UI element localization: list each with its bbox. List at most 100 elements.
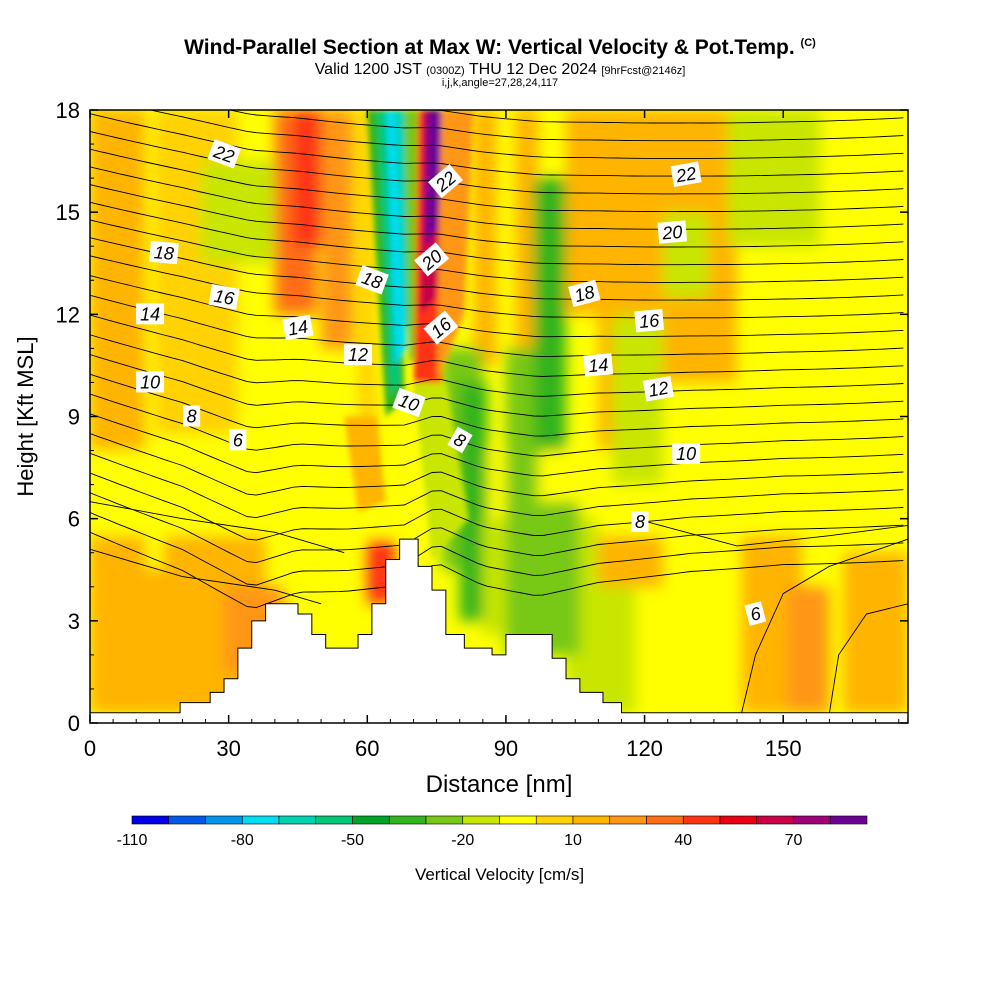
isentrope-line xyxy=(90,433,904,497)
isentrope-label: 8 xyxy=(183,405,201,427)
isentrope-label: 6 xyxy=(744,601,767,626)
valid-utc: (0300Z) xyxy=(426,65,465,77)
colorbar-tick-label: -110 xyxy=(117,832,148,849)
colorbar-swatch xyxy=(241,815,280,825)
x-tick-label: 150 xyxy=(765,736,802,761)
isentrope-line xyxy=(90,334,904,397)
title-text: Wind-Parallel Section at Max W: Vertical… xyxy=(184,36,795,59)
isentrope-line xyxy=(90,275,904,338)
isentrope-label: 10 xyxy=(136,371,165,393)
isentrope-label-text: 12 xyxy=(348,345,368,365)
isentrope-label: 18 xyxy=(355,265,389,295)
colorbar-swatch xyxy=(168,815,206,825)
isentrope-label-text: 6 xyxy=(233,430,244,450)
isentrope-line xyxy=(90,166,904,230)
x-axis-label: Distance [nm] xyxy=(426,771,573,798)
isentrope-label: 22 xyxy=(207,139,241,169)
isentrope-line xyxy=(90,512,904,586)
valid-date: THU 12 Dec 2024 xyxy=(468,61,597,78)
isentrope-label: 16 xyxy=(208,284,240,310)
copyright-mark: (C) xyxy=(800,37,816,49)
colorbar-swatch xyxy=(352,815,390,825)
isentrope-label: 20 xyxy=(657,220,688,244)
isentrope-line xyxy=(90,237,904,301)
colorbar-swatch xyxy=(793,815,831,825)
isentrope-label: 14 xyxy=(583,353,614,377)
isentrope-label-text: 16 xyxy=(638,310,661,332)
isentrope-label: 8 xyxy=(631,511,649,533)
isentrope-label-text: 14 xyxy=(286,316,309,339)
y-tick-label: 18 xyxy=(56,98,80,123)
isentrope-label-text: 10 xyxy=(140,372,160,392)
isentrope-label: 12 xyxy=(642,375,674,402)
isentrope-label: 12 xyxy=(344,344,373,366)
colorbar-tick-label: 40 xyxy=(674,832,692,849)
y-tick-label: 12 xyxy=(56,302,80,327)
potential-temperature-contours xyxy=(90,110,908,713)
isentrope-label-text: 18 xyxy=(153,242,175,264)
isentrope-label-text: 16 xyxy=(212,286,236,309)
y-axis-label: Height [Kft MSL] xyxy=(13,336,38,496)
section-params: i,j,k,angle=27,28,24,117 xyxy=(441,77,559,89)
isentrope-line xyxy=(635,518,908,547)
x-tick-label: 60 xyxy=(355,736,379,761)
isentrope-line xyxy=(90,548,322,605)
colorbar-tick-label: 70 xyxy=(785,832,803,849)
colorbar-swatch xyxy=(315,815,353,825)
terrain xyxy=(89,538,909,724)
chart-subtitle: Valid 1200 JST (0300Z) THU 12 Dec 2024 [… xyxy=(0,61,1000,79)
axes: 0 30 60 90 120 150 0 3 6 9 12 15 18 Distance [nm] Heig… xyxy=(13,98,908,798)
terrain-layer xyxy=(89,538,909,724)
isentrope-line xyxy=(90,393,904,457)
colorbar-tick-label: -50 xyxy=(341,832,364,849)
valid-time: Valid 1200 JST xyxy=(314,61,422,78)
isentrope-label-text: 10 xyxy=(676,444,696,464)
isentrope-line xyxy=(90,452,904,519)
vertical-velocity-field xyxy=(90,110,908,723)
isentrope-line xyxy=(828,603,908,713)
colorbar-swatch xyxy=(462,815,500,825)
isentrope-label: 8 xyxy=(447,426,473,454)
colorbar-swatch xyxy=(535,815,574,825)
isentrope-label-text: 20 xyxy=(660,222,683,244)
colorbar-swatch xyxy=(425,815,464,825)
colorbar-swatch xyxy=(829,815,868,825)
x-tick-label: 30 xyxy=(216,736,240,761)
colorbar-swatch xyxy=(278,815,317,825)
isentrope-line xyxy=(90,501,345,554)
colorbar-tick-label: -20 xyxy=(451,832,474,849)
colorbar-swatch xyxy=(682,815,721,825)
colorbar-label: Vertical Velocity [cm/s] xyxy=(415,865,584,884)
isentrope-line xyxy=(395,110,904,124)
isentrope-line xyxy=(90,201,904,266)
forecast-info: [9hrFcst@2146z] xyxy=(601,65,686,77)
isentrope-line xyxy=(90,219,904,283)
colorbar-swatch xyxy=(609,815,647,825)
isentrope-label: 22 xyxy=(670,161,702,187)
isentrope-label: 14 xyxy=(282,314,314,341)
colorbar-swatch xyxy=(499,815,537,825)
colorbar-tick-label: -80 xyxy=(231,832,254,849)
colorbar-swatch xyxy=(572,815,611,825)
isentrope-label: 10 xyxy=(672,442,701,464)
isentrope-line xyxy=(741,538,908,713)
isentrope-label: 14 xyxy=(136,303,165,325)
isentrope-label-text: 14 xyxy=(140,304,160,324)
isentrope-line xyxy=(90,294,904,358)
isentrope-line xyxy=(90,314,904,377)
x-tick-label: 120 xyxy=(626,736,663,761)
isentrope-line xyxy=(90,472,904,541)
isentrope-label-text: 14 xyxy=(588,355,610,377)
colorbar-swatch xyxy=(388,815,427,825)
isentrope-line xyxy=(90,413,904,477)
y-tick-label: 0 xyxy=(68,711,80,736)
isentrope-line xyxy=(90,184,904,248)
colorbar: -110 -80 -50 -20 10 40 70 Vertical Velocity [cm… xyxy=(117,815,868,884)
colorbar-swatch xyxy=(205,815,243,825)
isentrope-label: 16 xyxy=(634,308,665,333)
chart-title: Wind-Parallel Section at Max W: Vertical… xyxy=(0,36,1000,60)
y-tick-label: 15 xyxy=(56,200,80,225)
colorbar-swatch xyxy=(646,815,684,825)
